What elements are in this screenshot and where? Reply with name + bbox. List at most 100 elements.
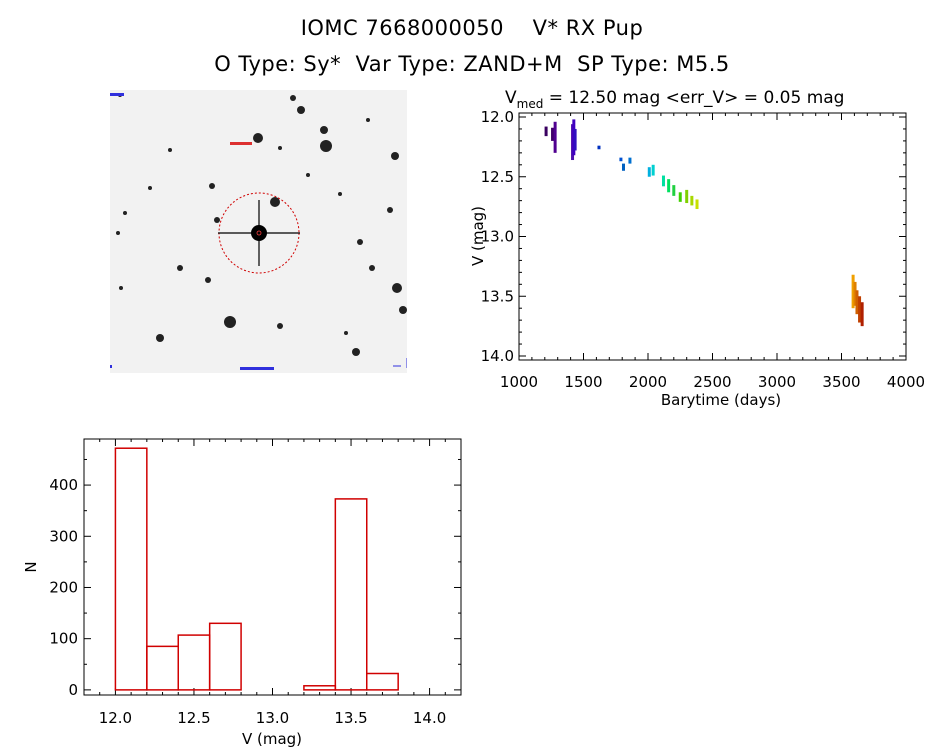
field-star [168, 148, 172, 152]
lc-point-cluster [628, 157, 632, 164]
histogram-xlabel: V (mag) [242, 730, 302, 747]
hist-xtick-label: 12.0 [99, 709, 132, 727]
field-star [278, 146, 282, 150]
lc-point-cluster [667, 179, 671, 193]
hist-ytick-label: 400 [49, 476, 78, 494]
title-rest: = 12.50 mag <err_V> = 0.05 mag [543, 88, 844, 108]
lc-xtick-label: 2500 [693, 373, 731, 391]
lc-xtick-label: 2000 [629, 373, 667, 391]
target-center-mark [256, 230, 262, 236]
hist-bar [177, 634, 211, 691]
field-star [352, 348, 360, 356]
field-star [369, 265, 375, 271]
lc-point-cluster [647, 167, 651, 177]
field-star [156, 334, 164, 342]
scale-label [240, 367, 274, 370]
hist-bar [114, 447, 148, 691]
field-star [224, 316, 236, 328]
finder-chart-image [110, 90, 407, 373]
field-star [214, 217, 220, 223]
lc-point-cluster [855, 290, 859, 315]
star-field-icon [110, 93, 407, 370]
field-star [366, 118, 370, 122]
lc-xtick-label: 3500 [822, 373, 860, 391]
field-star [320, 140, 332, 152]
hist-bar [334, 498, 368, 691]
light-curve-xlabel: Barytime (days) [661, 391, 781, 409]
hist-xtick-label: 12.5 [177, 709, 210, 727]
target-label [230, 142, 252, 145]
lc-ytick-label: 12.5 [481, 168, 514, 186]
field-star [387, 207, 393, 213]
lc-point-cluster [597, 145, 601, 150]
corner-label-bl [110, 365, 112, 368]
hist-xtick-label: 13.5 [334, 709, 367, 727]
field-star [148, 186, 152, 190]
light-curve-title: Vmed = 12.50 mag <err_V> = 0.05 mag [505, 88, 844, 111]
lc-point-cluster [551, 127, 555, 141]
hist-ytick-label: 200 [49, 578, 78, 596]
hist-bar [208, 622, 242, 691]
lc-point-cluster [544, 126, 548, 137]
hist-bar [366, 672, 399, 691]
field-star [399, 306, 407, 314]
lc-ytick-label: 14.0 [481, 347, 514, 365]
lc-xtick-label: 3000 [758, 373, 796, 391]
field-star [119, 286, 123, 290]
field-star [205, 277, 211, 283]
lc-point-cluster [851, 274, 855, 309]
lc-ytick-label: 13.5 [481, 287, 514, 305]
lc-point-cluster [573, 128, 577, 151]
field-star [320, 126, 328, 134]
field-star [392, 283, 402, 293]
hist-ytick-label: 100 [49, 630, 78, 648]
lc-point-cluster [672, 185, 676, 196]
lc-xtick-label: 1500 [564, 373, 602, 391]
lc-point-cluster [619, 157, 623, 162]
field-star [306, 173, 310, 177]
field-star [116, 231, 120, 235]
field-star [344, 331, 348, 335]
lc-point-cluster [695, 199, 699, 210]
histogram-frame [83, 438, 462, 696]
hist-ytick-label: 0 [68, 681, 78, 699]
lc-point-cluster [621, 163, 625, 171]
hist-bar [303, 685, 337, 691]
field-star [391, 152, 399, 160]
lc-xtick-label: 1000 [500, 373, 538, 391]
lc-point-cluster [685, 189, 689, 204]
object-title: IOMC 7668000050 V* RX Pup [300, 16, 644, 40]
field-star [297, 106, 305, 114]
field-star [338, 192, 342, 196]
lc-ytick-label: 12.0 [481, 108, 514, 126]
field-star [209, 183, 215, 189]
lc-point-cluster [553, 121, 557, 153]
light-curve-ylabel: V (mag) [469, 206, 487, 266]
title-subscript: med [517, 97, 544, 111]
field-star [277, 323, 283, 329]
lc-point-cluster [690, 195, 694, 206]
lc-point-cluster [853, 281, 857, 306]
hist-xtick-label: 13.0 [256, 709, 289, 727]
light-curve-chart: Vmed = 12.50 mag <err_V> = 0.05 mag 1000… [469, 88, 925, 409]
field-star [177, 265, 183, 271]
lc-point-cluster [858, 296, 862, 323]
histogram-ylabel: N [22, 561, 40, 572]
hist-ytick-label: 300 [49, 527, 78, 545]
object-types: O Type: Sy* Var Type: ZAND+M SP Type: M5… [214, 52, 730, 76]
lc-ytick-label: 13.0 [481, 228, 514, 246]
hist-xtick-label: 14.0 [413, 709, 446, 727]
lc-xtick-label: 4000 [887, 373, 925, 391]
corner-label-tl [110, 93, 124, 96]
field-star [357, 239, 363, 245]
lc-point-cluster [651, 164, 655, 176]
field-star [270, 197, 280, 207]
lc-point-cluster [860, 302, 864, 327]
lc-point-cluster [661, 175, 665, 187]
field-star [290, 95, 296, 101]
field-star [123, 211, 127, 215]
title-v: V [505, 88, 517, 108]
target-star [251, 225, 267, 241]
lc-point-cluster [678, 192, 682, 202]
